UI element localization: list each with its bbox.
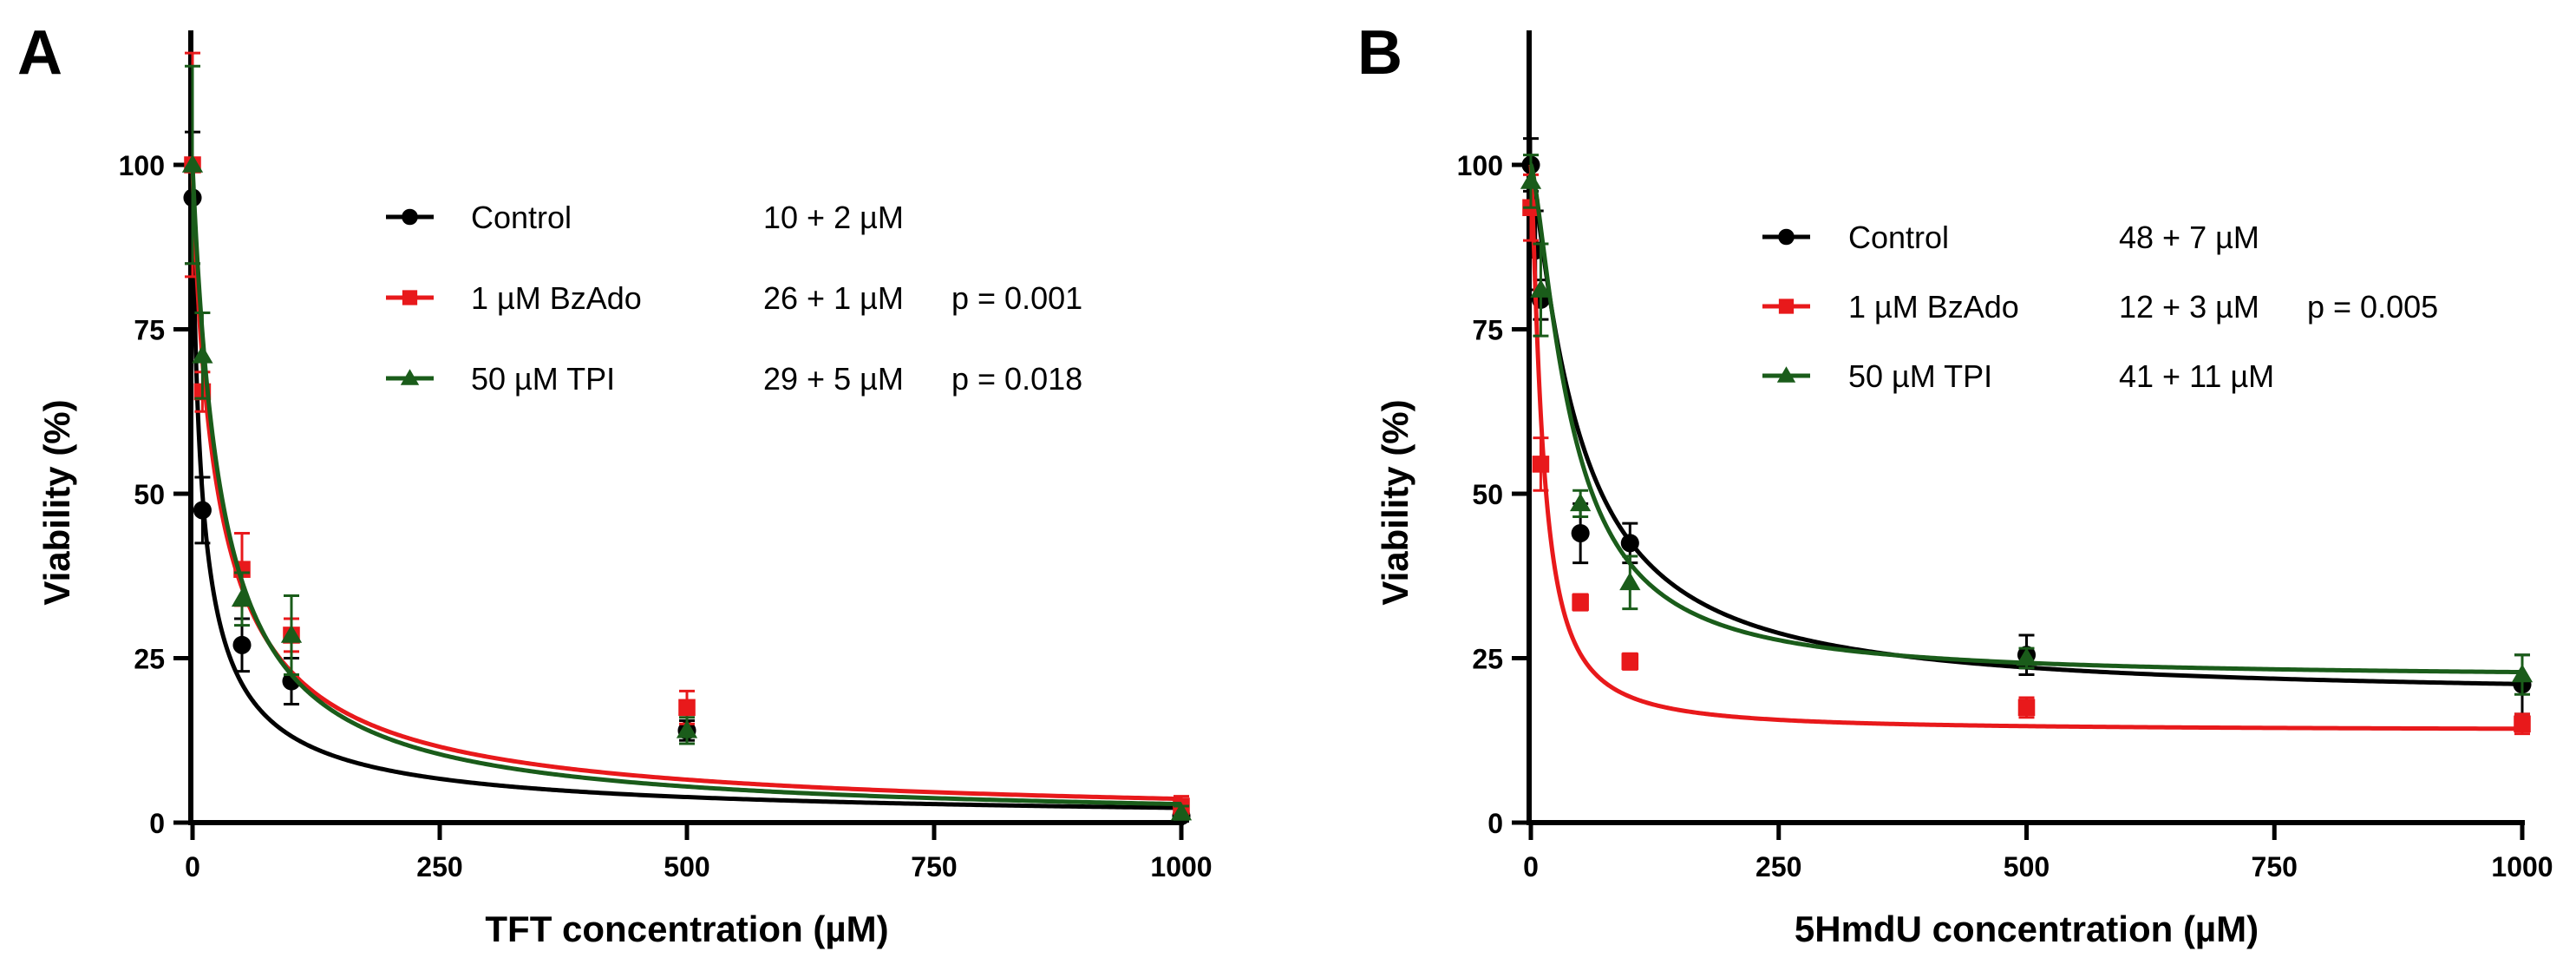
ic50-label: 12 + 3 µM xyxy=(2119,289,2259,325)
x-tick-label: 500 xyxy=(2004,851,2050,882)
legend-label: Control xyxy=(471,200,572,235)
x-tick-label: 1000 xyxy=(1150,851,1212,882)
y-tick-label: 75 xyxy=(134,315,165,346)
x-tick-label: 250 xyxy=(1755,851,1801,882)
data-point xyxy=(181,154,204,173)
ic50-label: 26 + 1 µM xyxy=(763,280,904,316)
legend-entry: Control 48 + 7 µM xyxy=(1762,220,2259,255)
ic50-label: 29 + 5 µM xyxy=(763,361,904,397)
y-tick-label: 0 xyxy=(149,808,165,839)
legend-entry: 50 µM TPI 29 + 5 µM p = 0.018 xyxy=(386,361,1082,397)
data-point xyxy=(1620,534,1639,553)
data-point xyxy=(231,588,253,607)
legend-marker xyxy=(400,369,420,385)
legend-marker xyxy=(402,208,418,226)
fit-curve xyxy=(190,165,1182,810)
ic50-label: 10 + 2 µM xyxy=(763,200,904,235)
p-value-label: p = 0.005 xyxy=(2307,289,2438,325)
y-tick-label: 50 xyxy=(134,479,165,510)
fit-curve xyxy=(1528,164,2523,732)
legend-entry: 50 µM TPI 41 + 11 µM xyxy=(1762,358,2274,394)
legend-entry: Control 10 + 2 µM xyxy=(386,200,904,235)
data-point xyxy=(1530,279,1552,298)
x-tick-label: 0 xyxy=(1523,851,1539,882)
y-tick-label: 25 xyxy=(134,644,165,675)
x-tick-label: 250 xyxy=(416,851,462,882)
legend-label: 50 µM TPI xyxy=(1848,358,1992,394)
y-tick-label: 25 xyxy=(1472,644,1503,675)
p-value-label: p = 0.018 xyxy=(951,361,1082,397)
y-tick-label: 100 xyxy=(1457,150,1503,181)
legend: Control 48 + 7 µM 1 µM BzAdo 12 + 3 µM p = 0… xyxy=(1762,220,2438,394)
x-tick-label: 750 xyxy=(2252,851,2298,882)
legend-entry: 1 µM BzAdo 12 + 3 µM p = 0.005 xyxy=(1762,289,2438,325)
x-tick-label: 1000 xyxy=(2491,851,2553,882)
ic50-label: 41 + 11 µM xyxy=(2119,358,2274,394)
data-point xyxy=(2016,647,2037,666)
legend-marker xyxy=(1778,299,1795,314)
x-axis-title: TFT concentration (µM) xyxy=(485,909,888,949)
fit-curve xyxy=(190,164,1182,807)
panel-label: B xyxy=(1357,18,1402,88)
series-control xyxy=(1521,137,2532,716)
y-tick-label: 50 xyxy=(1472,479,1503,510)
data-point xyxy=(1532,456,1550,473)
series-50-m-tpi xyxy=(1520,154,2534,696)
data-point xyxy=(1170,802,1193,821)
x-axis-title: 5HmdU concentration (µM) xyxy=(1795,909,2259,949)
data-point xyxy=(1571,523,1590,543)
legend-label: Control xyxy=(1848,220,1949,255)
legend-label: 1 µM BzAdo xyxy=(471,280,642,316)
legend-label: 1 µM BzAdo xyxy=(1848,289,2019,325)
ic50-label: 48 + 7 µM xyxy=(2119,220,2259,255)
x-tick-label: 500 xyxy=(664,851,709,882)
data-point xyxy=(676,719,698,738)
data-point xyxy=(192,344,213,364)
y-tick-label: 0 xyxy=(1487,808,1503,839)
data-point xyxy=(2017,699,2036,717)
y-tick-label: 75 xyxy=(1472,315,1503,346)
data-point xyxy=(1572,594,1589,611)
x-tick-label: 0 xyxy=(185,851,200,882)
series-1-m-bzado xyxy=(184,51,1190,817)
legend-entry: 1 µM BzAdo 26 + 1 µM p = 0.001 xyxy=(386,280,1082,316)
y-tick-label: 100 xyxy=(119,150,165,181)
y-axis-title: Viability (%) xyxy=(36,399,77,605)
y-axis-title: Viability (%) xyxy=(1375,399,1415,605)
data-point xyxy=(2514,715,2531,733)
data-point xyxy=(1570,493,1592,512)
legend-marker xyxy=(1776,366,1796,383)
data-point xyxy=(280,624,303,643)
legend: Control 10 + 2 µM 1 µM BzAdo 26 + 1 µM p = 0… xyxy=(386,200,1082,397)
panel-label: A xyxy=(17,18,62,88)
data-point xyxy=(232,635,252,654)
legend-marker xyxy=(1778,228,1795,246)
fit-curve xyxy=(190,165,1182,802)
series-50-m-tpi xyxy=(181,64,1193,821)
data-point xyxy=(2511,664,2534,683)
fit-curve xyxy=(1528,162,2523,675)
p-value-label: p = 0.001 xyxy=(951,280,1082,316)
data-point xyxy=(193,501,212,520)
legend-marker xyxy=(402,290,418,305)
data-point xyxy=(1520,170,1542,189)
x-tick-label: 750 xyxy=(911,851,957,882)
data-point xyxy=(678,699,696,717)
legend-label: 50 µM TPI xyxy=(471,361,615,397)
data-point xyxy=(1621,653,1639,671)
data-point xyxy=(1619,572,1641,591)
